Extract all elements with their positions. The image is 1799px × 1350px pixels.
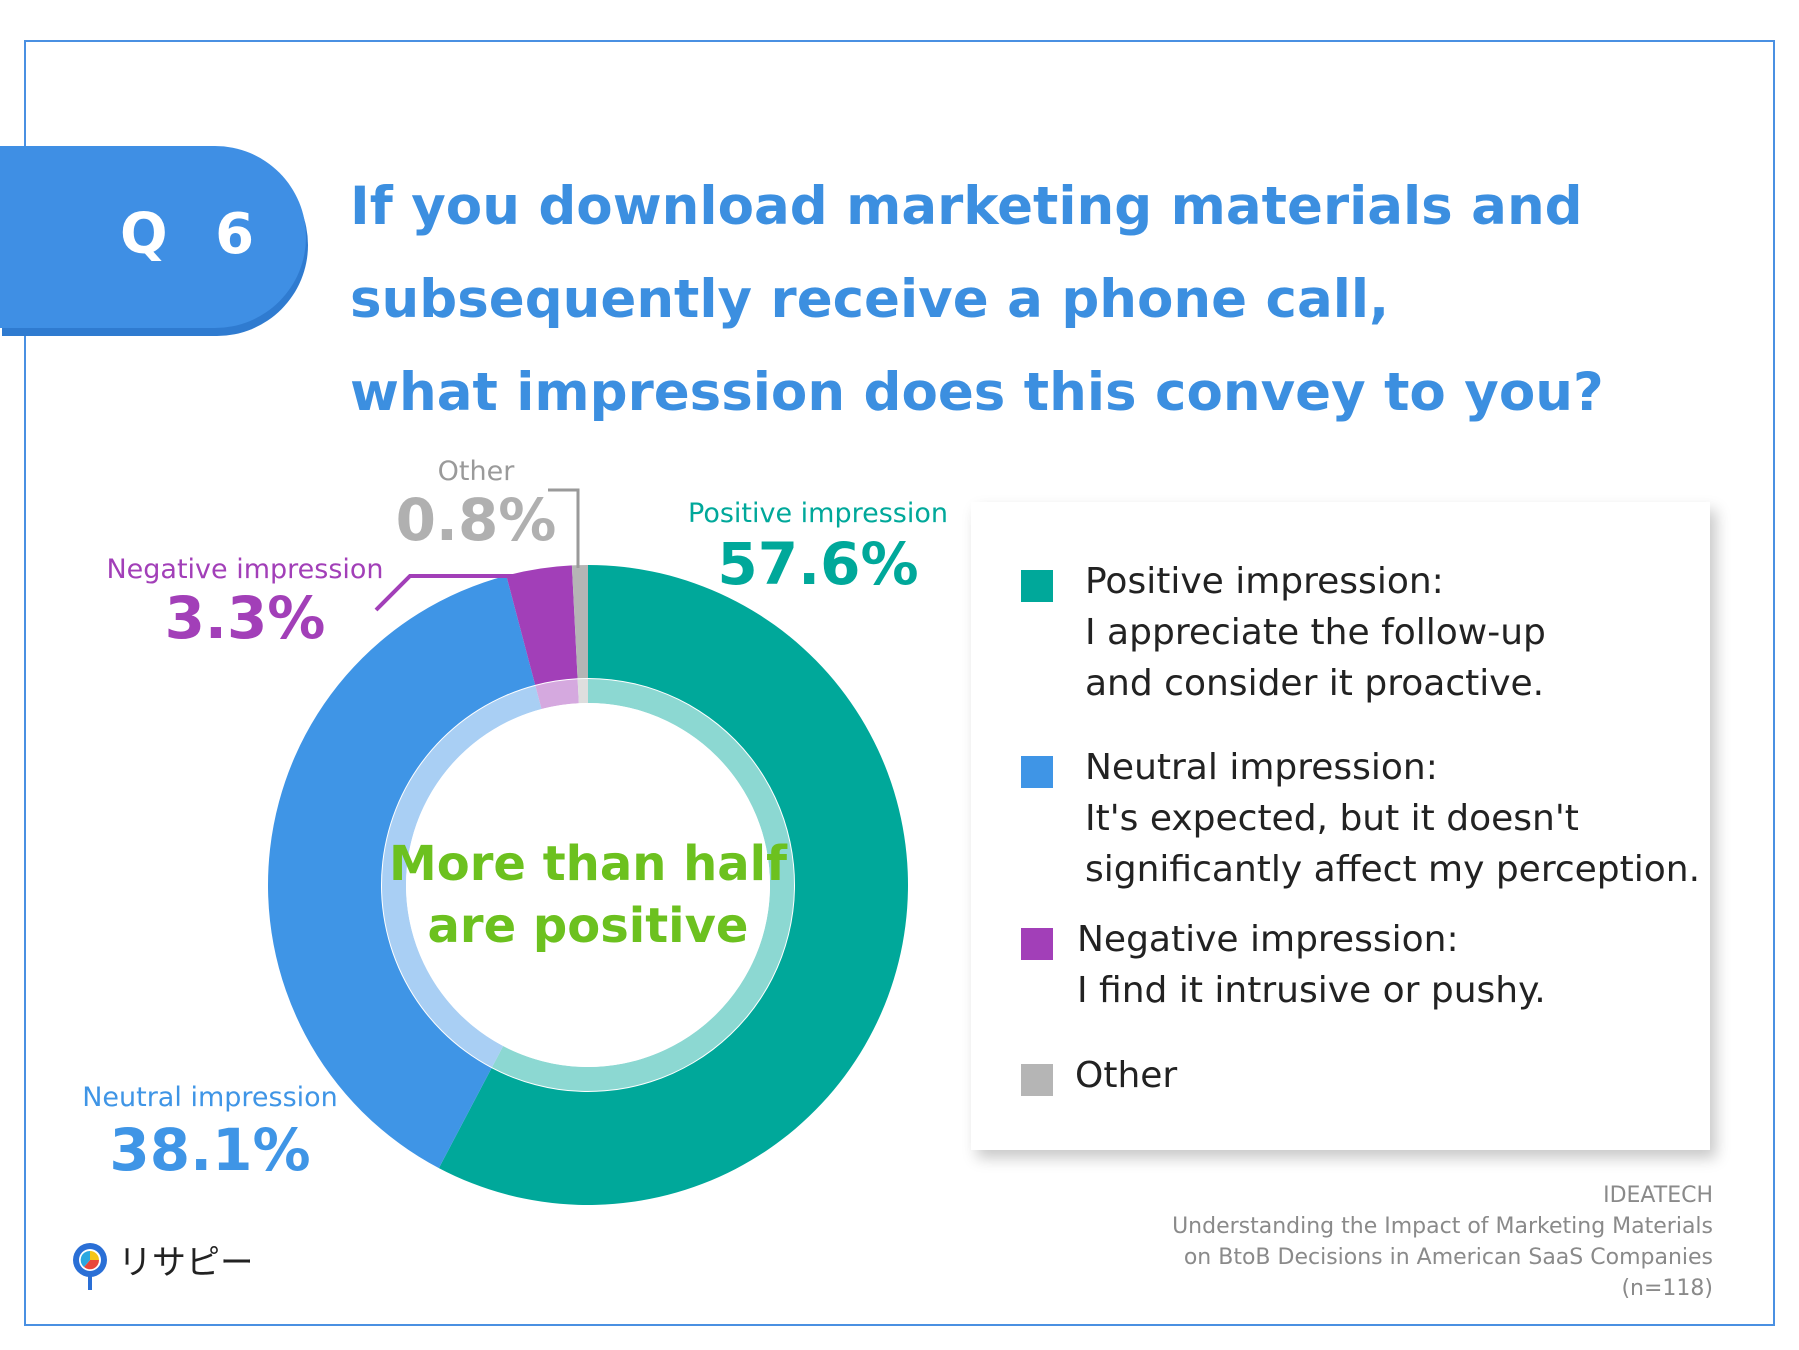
center-text: More than half: [389, 836, 788, 892]
legend-line: Other: [1075, 1055, 1178, 1096]
slice-name-label-neutral: Neutral impression: [82, 1082, 338, 1113]
legend-line: I appreciate the follow-up: [1085, 612, 1546, 653]
slice-value-label-neutral: 38.1%: [109, 1116, 310, 1184]
legend-line: Negative impression:: [1077, 919, 1459, 960]
question-line: subsequently receive a phone call,: [350, 269, 1390, 330]
question-line: what impression does this convey to you?: [350, 362, 1604, 423]
legend-swatch-other: [1021, 1064, 1053, 1096]
legend-line: I find it intrusive or pushy.: [1077, 970, 1546, 1011]
question-badge: [0, 146, 306, 328]
inner-ring-negative: [535, 679, 579, 710]
chart-frame: [24, 40, 1775, 1326]
slice-value-label-positive: 57.6%: [717, 530, 918, 598]
source-line: (n=118): [1621, 1276, 1713, 1301]
pin-pie-icon: [73, 1243, 107, 1290]
logo-text: リサピー: [118, 1243, 250, 1283]
inner-ring-other: [577, 678, 588, 704]
legend: Positive impression: I appreciate the fo…: [971, 502, 1710, 1150]
legend-swatch-negative: [1021, 928, 1053, 960]
question-number: Q 6: [120, 202, 269, 267]
legend-text: Negative impression: I find it intrusive…: [1077, 914, 1717, 1016]
legend-text: Positive impression: I appreciate the fo…: [1085, 556, 1725, 709]
leader-line-other: [548, 488, 580, 568]
leader-line-negative: [374, 574, 540, 612]
legend-line: Positive impression:: [1085, 561, 1444, 602]
source-note: IDEATECH Understanding the Impact of Mar…: [1172, 1180, 1713, 1304]
legend-swatch-neutral: [1021, 756, 1053, 788]
legend-line: significantly affect my perception.: [1085, 849, 1701, 890]
slice-negative: [506, 565, 578, 685]
legend-line: It's expected, but it doesn't: [1085, 798, 1579, 839]
slice-neutral: [268, 575, 536, 1169]
slice-value-label-negative: 3.3%: [165, 584, 326, 652]
legend-text: Neutral impression: It's expected, but i…: [1085, 742, 1725, 895]
source-line: Understanding the Impact of Marketing Ma…: [1172, 1214, 1713, 1239]
question-text: If you download marketing materials and …: [350, 160, 1604, 439]
legend-text: Other: [1075, 1050, 1715, 1101]
brand-logo: リサピー: [73, 1243, 250, 1290]
slice-name-label-other: Other: [438, 456, 516, 487]
center-text: are positive: [428, 898, 749, 954]
question-line: If you download marketing materials and: [350, 176, 1583, 237]
slice-positive: [438, 565, 909, 1205]
legend-line: Neutral impression:: [1085, 747, 1438, 788]
legend-line: and consider it proactive.: [1085, 663, 1545, 704]
slice-name-label-negative: Negative impression: [106, 554, 383, 585]
slice-value-label-other: 0.8%: [396, 486, 557, 554]
donut-hole: [406, 703, 770, 1067]
source-line: IDEATECH: [1603, 1183, 1713, 1208]
slice-other: [571, 565, 588, 679]
source-line: on BtoB Decisions in American SaaS Compa…: [1183, 1245, 1713, 1270]
inner-ring-neutral: [382, 685, 542, 1068]
legend-swatch-positive: [1021, 570, 1053, 602]
slice-name-label-positive: Positive impression: [688, 498, 948, 529]
